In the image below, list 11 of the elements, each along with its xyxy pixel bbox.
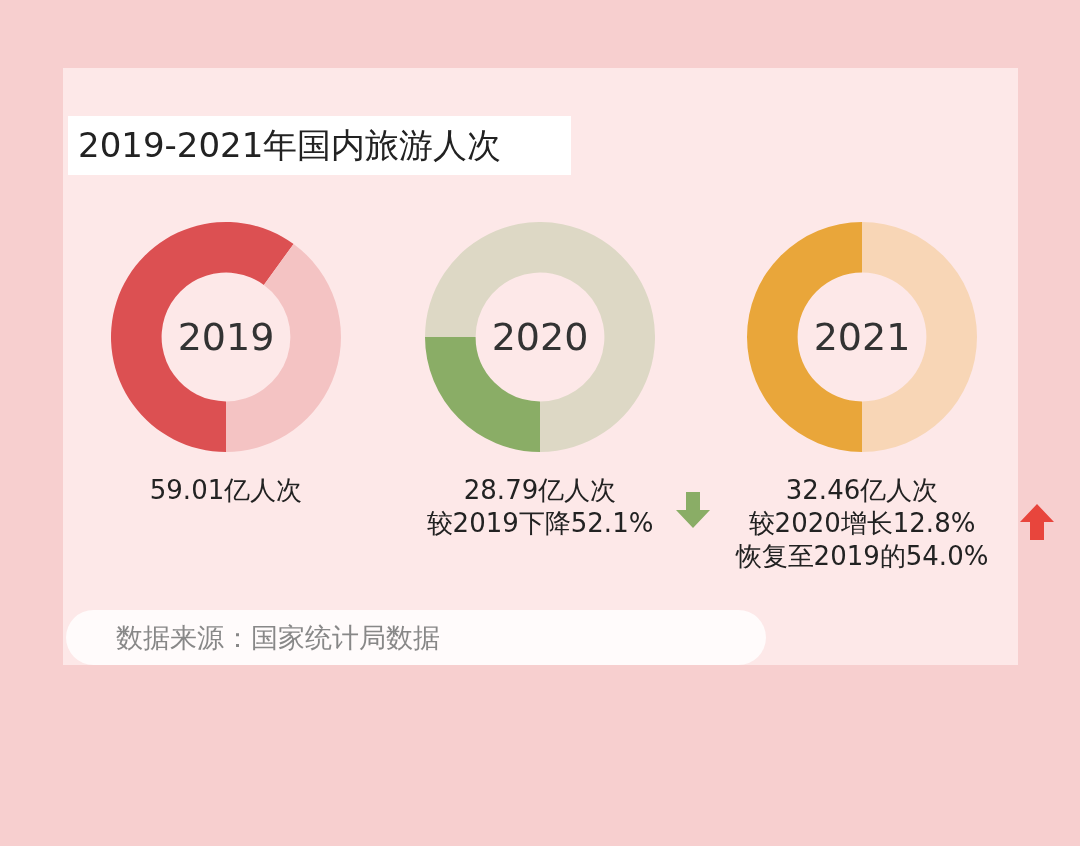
text: 2019 xyxy=(176,314,276,361)
text: 2019-2021年国内旅游人次 xyxy=(68,116,571,175)
text: 59.01亿人次 xyxy=(148,474,304,507)
source-note: 数据来源：国家统计局数据 xyxy=(66,610,766,665)
text: 2021 xyxy=(812,314,912,361)
text: 恢复至2019的54.0% xyxy=(734,540,990,573)
text: 2020 xyxy=(425,222,655,452)
text: 32.46亿人次 xyxy=(784,474,940,507)
text: 较2019下降52.1% xyxy=(425,507,655,540)
text: 较2020增长12.8% xyxy=(747,507,977,540)
text: 28.79亿人次 xyxy=(462,474,618,507)
